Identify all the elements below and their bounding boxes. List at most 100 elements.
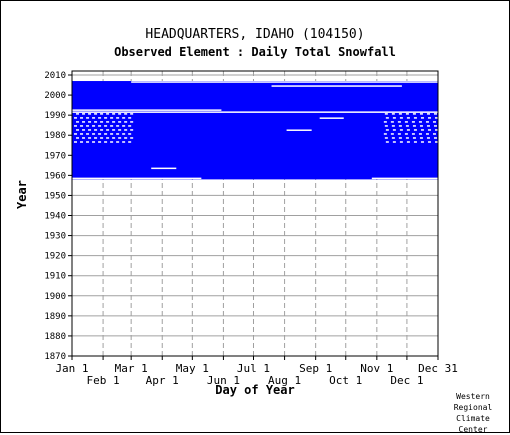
x-axis-label: Day of Year (215, 383, 295, 397)
missing-day-mark (98, 117, 102, 119)
x-tick-label: Apr 1 (146, 374, 179, 387)
missing-day-mark (104, 117, 108, 119)
x-tick-label: Oct 1 (329, 374, 362, 387)
y-tick-label: 2010 (44, 71, 66, 81)
credit-line: Regional (453, 403, 493, 412)
missing-period (286, 129, 312, 131)
missing-day-mark (92, 125, 96, 127)
missing-day-mark (130, 113, 134, 115)
x-tick-label: Feb 1 (87, 374, 120, 387)
missing-day-mark (391, 125, 395, 127)
missing-day-mark (384, 137, 388, 139)
missing-day-mark (432, 121, 436, 123)
missing-day-mark (426, 113, 430, 115)
missing-day-mark (112, 113, 116, 115)
missing-day-mark (92, 133, 96, 135)
x-tick-label: May 1 (176, 362, 209, 375)
missing-day-mark (130, 137, 134, 139)
missing-day-mark (390, 121, 394, 123)
missing-period (72, 109, 222, 111)
missing-day-mark (392, 141, 396, 143)
missing-day-mark (427, 117, 431, 119)
missing-day-mark (426, 125, 430, 127)
missing-day-mark (92, 141, 96, 143)
credit-line: Center (458, 425, 488, 434)
missing-day-mark (80, 141, 84, 143)
missing-day-mark (110, 141, 114, 143)
x-tick-label: Mar 1 (115, 362, 148, 375)
chart-title: HEADQUARTERS, IDAHO (104150) (145, 27, 365, 42)
y-tick-label: 1910 (44, 272, 66, 282)
missing-day-mark (419, 125, 423, 127)
missing-day-mark (390, 133, 394, 135)
missing-day-mark (116, 133, 120, 135)
missing-day-mark (88, 129, 92, 131)
missing-day-mark (110, 125, 114, 127)
missing-period (72, 177, 202, 180)
missing-day-mark (397, 121, 401, 123)
missing-day-mark (433, 113, 437, 115)
missing-day-mark (124, 137, 128, 139)
y-tick-label: 1970 (44, 151, 66, 161)
missing-day-mark (130, 121, 134, 123)
missing-day-mark (86, 125, 90, 127)
x-tick-label: Nov 1 (360, 362, 393, 375)
missing-day-mark (419, 113, 423, 115)
missing-day-mark (104, 125, 108, 127)
missing-day-mark (130, 129, 134, 131)
y-tick-label: 1980 (44, 131, 66, 141)
missing-day-mark (118, 137, 122, 139)
missing-day-mark (92, 117, 96, 119)
missing-day-mark (112, 121, 116, 123)
missing-day-mark (383, 121, 387, 123)
missing-day-mark (420, 117, 424, 119)
missing-day-mark (80, 125, 84, 127)
missing-day-mark (112, 129, 116, 131)
missing-day-mark (104, 133, 108, 135)
missing-day-mark (398, 113, 402, 115)
missing-day-mark (406, 141, 410, 143)
y-tick-label: 1990 (44, 111, 66, 121)
missing-period (72, 111, 438, 113)
missing-day-mark (391, 113, 395, 115)
y-tick-label: 1940 (44, 212, 66, 222)
missing-day-mark (412, 125, 416, 127)
missing-day-mark (94, 113, 98, 115)
y-tick-label: 1900 (44, 292, 66, 302)
missing-day-mark (74, 125, 78, 127)
x-tick-label: Sep 1 (299, 362, 332, 375)
missing-day-mark (98, 125, 102, 127)
missing-day-mark (118, 113, 122, 115)
missing-day-mark (413, 141, 417, 143)
missing-day-mark (86, 133, 90, 135)
credit-line: Climate (456, 414, 490, 423)
missing-day-mark (88, 121, 92, 123)
missing-day-mark (112, 137, 116, 139)
missing-day-mark (122, 125, 126, 127)
missing-day-mark (100, 129, 104, 131)
missing-day-mark (406, 129, 410, 131)
y-tick-label: 1920 (44, 252, 66, 262)
missing-day-mark (427, 141, 431, 143)
missing-day-mark (98, 133, 102, 135)
missing-day-mark (404, 133, 408, 135)
missing-day-mark (74, 117, 78, 119)
missing-day-mark (385, 117, 389, 119)
x-tick-label: Dec 31 (418, 362, 458, 375)
missing-day-mark (94, 121, 98, 123)
x-tick-label: Jul 1 (237, 362, 270, 375)
missing-day-mark (88, 113, 92, 115)
missing-day-mark (116, 125, 120, 127)
missing-day-mark (433, 125, 437, 127)
y-tick-label: 1880 (44, 332, 66, 342)
missing-day-mark (405, 125, 409, 127)
missing-day-mark (100, 113, 104, 115)
missing-day-mark (405, 113, 409, 115)
missing-day-mark (399, 141, 403, 143)
missing-day-mark (104, 141, 108, 143)
missing-day-mark (88, 137, 92, 139)
missing-day-mark (82, 137, 86, 139)
missing-day-mark (124, 121, 128, 123)
y-tick-label: 2000 (44, 91, 66, 101)
